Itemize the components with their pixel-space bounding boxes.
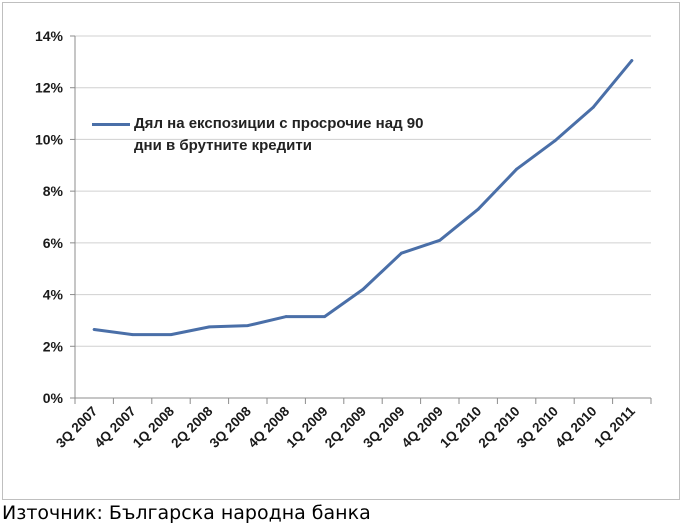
x-tick-label: 4Q 2009 [399,404,446,451]
chart-frame [2,2,680,500]
data-point [208,325,211,329]
x-tick-label: 3Q 2010 [514,404,561,451]
x-tick-label: 4Q 2008 [245,403,293,451]
x-tick-label: 2Q 2010 [475,404,522,451]
x-tick-label: 4Q 2007 [91,404,138,451]
data-point [515,167,518,171]
y-tick-label: 4% [43,287,64,303]
y-tick-label: 12% [35,80,64,96]
data-point [361,288,365,291]
y-tick-label: 14% [35,28,64,44]
x-tick-label: 1Q 2009 [283,404,330,451]
data-point [323,315,326,318]
y-tick-label: 2% [43,338,64,354]
y-tick-label: 0% [43,390,64,406]
legend-swatch-series-1 [92,123,130,126]
data-point [592,105,595,109]
x-tick-label: 2Q 2008 [168,403,216,451]
series-line-1 [92,59,634,337]
x-tick-label: 3Q 2008 [207,403,255,451]
x-tick-label: 2Q 2009 [322,404,369,451]
data-point [476,207,480,211]
y-tick-label: 8% [43,183,64,199]
legend-label-series-1: Дял на експозиции с просрочие над 90 дни… [134,115,424,154]
data-point [131,333,135,337]
x-tick-label: 1Q 2011 [591,403,638,450]
y-tick-label: 10% [35,131,64,147]
data-point [400,251,403,255]
x-tick-label: 1Q 2010 [437,404,484,451]
data-point [169,333,173,337]
data-point [553,139,557,143]
x-tick-label: 4Q 2010 [552,404,599,451]
source-note: Източник: Българска народна банка [2,502,371,524]
data-point [630,59,634,62]
x-tick-label: 3Q 2009 [360,404,407,451]
data-point [246,324,250,327]
x-tick-label: 1Q 2008 [130,403,178,451]
x-tick-label: 3Q 2007 [53,404,100,451]
y-tick-label: 6% [43,235,64,251]
data-point [92,328,96,331]
data-point [284,315,288,318]
data-point [438,238,442,242]
